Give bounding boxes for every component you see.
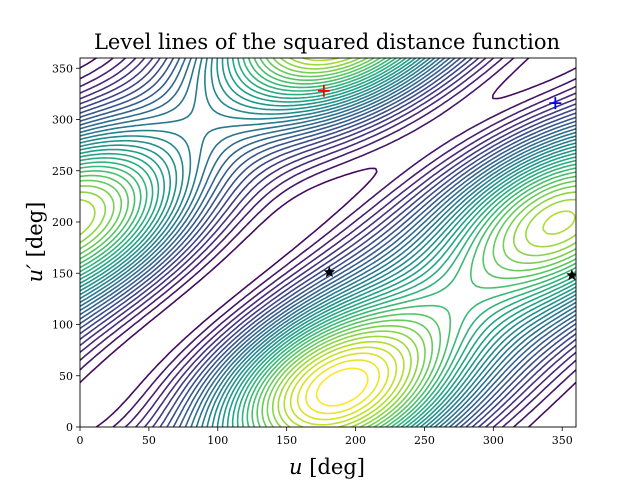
x-tick-label: 100 bbox=[207, 434, 228, 447]
contour-level-line bbox=[80, 58, 576, 427]
x-tick-label: 50 bbox=[142, 434, 156, 447]
star-marker bbox=[323, 266, 336, 278]
contour-level-line bbox=[80, 58, 576, 427]
plus-marker bbox=[549, 97, 562, 110]
contour-level-line bbox=[80, 58, 576, 427]
markers-layer bbox=[317, 84, 576, 281]
y-axis-label-unit: [deg] bbox=[23, 202, 47, 264]
y-tick-label: 0 bbox=[66, 421, 73, 434]
contour-level-line bbox=[80, 58, 576, 427]
y-tick-label: 350 bbox=[52, 62, 73, 75]
x-tick-label: 300 bbox=[483, 434, 504, 447]
x-axis-label-variable: u bbox=[289, 455, 303, 479]
contour-lines bbox=[80, 58, 576, 427]
y-tick-label: 200 bbox=[52, 216, 73, 229]
contour-level-line bbox=[80, 58, 576, 427]
contour-level-line bbox=[80, 58, 576, 427]
y-tick-label: 300 bbox=[52, 114, 73, 127]
contour-level-line bbox=[80, 58, 576, 427]
x-axis-label-unit: [deg] bbox=[303, 455, 365, 479]
contour-level-line bbox=[80, 58, 576, 427]
contour-level-line bbox=[80, 58, 576, 427]
star-marker bbox=[566, 269, 576, 281]
contour-level-line bbox=[289, 346, 398, 426]
plus-marker bbox=[317, 84, 330, 97]
x-tick-label: 200 bbox=[345, 434, 366, 447]
y-tick-label: 50 bbox=[59, 370, 73, 383]
contour-level-line bbox=[80, 58, 576, 427]
contour-level-line bbox=[80, 58, 576, 427]
contour-level-line bbox=[296, 352, 390, 421]
y-axis-label: u′ [deg] bbox=[23, 202, 47, 283]
contour-level-line bbox=[305, 359, 380, 415]
y-axis-label-variable: u′ bbox=[23, 264, 47, 283]
contour-level-line bbox=[80, 58, 576, 427]
contour-level-line bbox=[80, 58, 576, 427]
contour-level-line bbox=[315, 367, 369, 407]
y-tick-label: 250 bbox=[52, 165, 73, 178]
contour-level-line bbox=[80, 58, 576, 427]
contour-level-line bbox=[80, 58, 576, 427]
contour-level-line bbox=[80, 58, 576, 427]
chart-title: Level lines of the squared distance func… bbox=[94, 30, 560, 54]
contour-level-line bbox=[80, 58, 576, 427]
contour-level-line bbox=[80, 58, 576, 427]
contour-level-line bbox=[80, 58, 576, 427]
contour-level-line bbox=[80, 58, 576, 427]
plot-frame bbox=[79, 57, 577, 428]
contour-level-line bbox=[80, 58, 576, 427]
x-tick-label: 0 bbox=[77, 434, 84, 447]
contour-level-line bbox=[80, 58, 576, 427]
y-axis: 0 50 100 150 200 250 300 350 bbox=[52, 62, 80, 434]
contour-level-line bbox=[80, 58, 576, 427]
contour-level-line bbox=[283, 58, 576, 427]
y-tick-label: 100 bbox=[52, 319, 73, 332]
x-tick-label: 250 bbox=[414, 434, 435, 447]
contour-level-line bbox=[80, 58, 576, 427]
contour-level-line bbox=[80, 58, 576, 427]
x-axis-label: u [deg] bbox=[289, 455, 365, 479]
contour-level-line bbox=[80, 58, 576, 427]
x-axis: 0 50 100 150 200 250 300 350 bbox=[77, 427, 573, 447]
x-tick-label: 150 bbox=[276, 434, 297, 447]
contour-level-line bbox=[80, 58, 576, 427]
y-tick-label: 150 bbox=[52, 267, 73, 280]
contour-level-line bbox=[80, 58, 576, 427]
x-tick-label: 350 bbox=[552, 434, 573, 447]
